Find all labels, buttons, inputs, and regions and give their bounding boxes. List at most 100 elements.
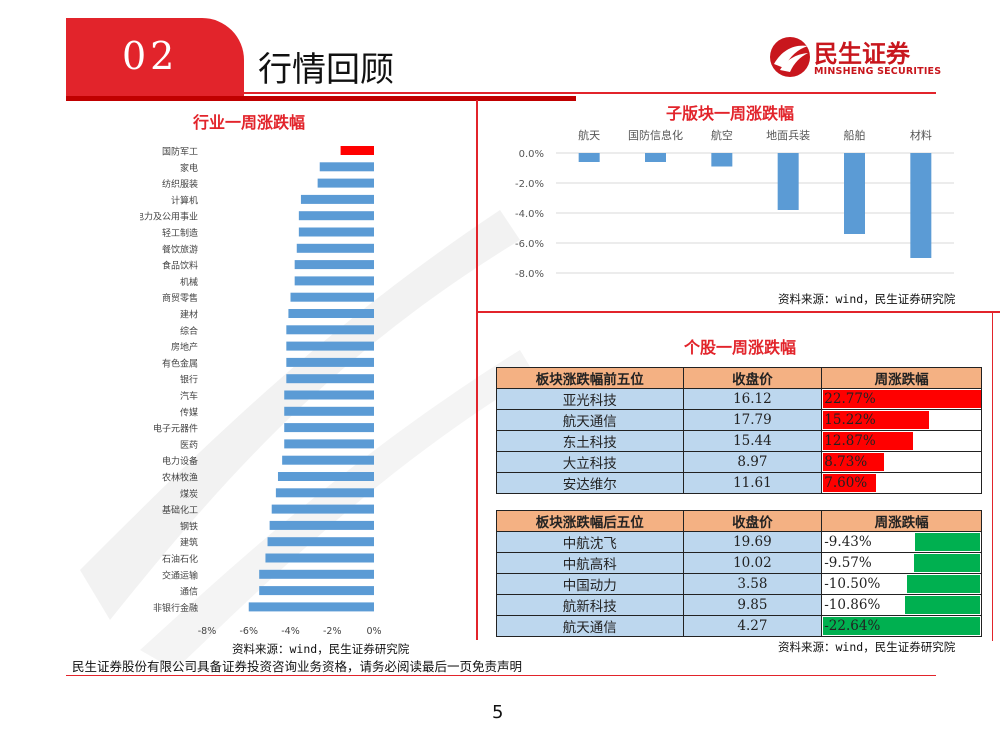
header-cell: 周涨跌幅 bbox=[821, 510, 982, 532]
close-price-cell: 17.79 bbox=[682, 409, 823, 431]
close-price-cell: 19.69 bbox=[682, 531, 823, 553]
top-five-table: 板块涨跌幅前五位 收盘价 周涨跌幅 亚光科技 16.12 22.77% 航天通信 17.… bbox=[496, 367, 982, 494]
subsector-category-label: 国防信息化 bbox=[628, 128, 683, 142]
change-data-bar bbox=[823, 474, 876, 492]
right-edge-line bbox=[992, 311, 993, 641]
industry-bar bbox=[286, 357, 374, 367]
weekly-change-cell: -10.86% bbox=[821, 594, 982, 616]
table-header-row: 板块涨跌幅前五位 收盘价 周涨跌幅 bbox=[496, 367, 982, 389]
industry-bar bbox=[340, 146, 374, 155]
table-row: 航新科技 9.85 -10.86% bbox=[496, 594, 982, 616]
table-row: 航天通信 17.79 15.22% bbox=[496, 409, 982, 431]
weekly-change-cell: 15.22% bbox=[821, 409, 982, 431]
industry-bar bbox=[317, 178, 374, 188]
disclaimer: 民生证券股份有限公司具备证券投资咨询业务资格，请务必阅读最后一页免责声明 bbox=[72, 659, 523, 674]
row-divider bbox=[476, 311, 1000, 313]
subsector-bar bbox=[711, 153, 733, 167]
footer-rule bbox=[66, 675, 936, 676]
change-data-bar bbox=[907, 575, 980, 593]
industry-x-tick: -8% bbox=[198, 626, 217, 637]
subsector-bar bbox=[777, 153, 799, 210]
industry-bar bbox=[290, 292, 374, 302]
industry-category-label: 商贸零售 bbox=[162, 292, 198, 304]
subsector-bar bbox=[645, 153, 666, 162]
industry-bar bbox=[284, 439, 374, 449]
change-data-bar bbox=[914, 533, 980, 551]
weekly-change-cell: 8.73% bbox=[821, 451, 982, 473]
industry-category-label: 纺织服装 bbox=[162, 178, 198, 190]
industry-bar bbox=[275, 488, 374, 498]
industry-category-label: 交通运输 bbox=[162, 569, 198, 581]
industry-bar bbox=[294, 260, 374, 270]
industry-x-tick: -6% bbox=[240, 626, 259, 637]
subsector-y-tick: -8.0% bbox=[515, 269, 544, 280]
industry-bar bbox=[288, 309, 374, 318]
stock-name-cell: 中航高科 bbox=[496, 552, 684, 574]
column-divider bbox=[476, 100, 478, 640]
table-row: 航天通信 4.27 -22.64% bbox=[496, 615, 982, 637]
industry-category-label: 综合 bbox=[180, 325, 198, 337]
change-text: -9.57% bbox=[824, 555, 872, 571]
industry-category-label: 通信 bbox=[180, 586, 198, 598]
industry-bar bbox=[286, 325, 374, 335]
industry-chart-source: 资料来源：wind，民生证券研究院 bbox=[232, 642, 410, 656]
change-text: 8.73% bbox=[824, 454, 868, 470]
section-title: 行情回顾 bbox=[258, 50, 394, 90]
industry-category-label: 电力设备 bbox=[162, 455, 198, 467]
bottom-five-table: 板块涨跌幅后五位 收盘价 周涨跌幅 中航沈飞 19.69 -9.43% 中航高科 10.… bbox=[496, 510, 982, 637]
change-data-bar bbox=[823, 453, 884, 471]
industry-category-label: 银行 bbox=[180, 374, 198, 386]
header-cell: 收盘价 bbox=[682, 367, 823, 389]
stock-name-cell: 大立科技 bbox=[496, 451, 684, 473]
industry-bar bbox=[284, 406, 374, 416]
close-price-cell: 16.12 bbox=[682, 388, 823, 410]
subsector-bar bbox=[844, 153, 865, 234]
industry-category-label: 非银行金融 bbox=[153, 602, 198, 614]
change-data-bar bbox=[823, 432, 913, 450]
change-data-bar bbox=[822, 617, 980, 635]
industry-bar bbox=[286, 374, 374, 384]
industry-category-label: 计算机 bbox=[171, 194, 198, 206]
industry-category-label: 电力及公用事业 bbox=[140, 211, 198, 223]
industry-category-label: 钢铁 bbox=[180, 520, 198, 532]
weekly-change-cell: -9.57% bbox=[821, 552, 982, 574]
subsector-bar bbox=[910, 153, 932, 258]
change-data-bar bbox=[904, 596, 980, 614]
industry-category-label: 食品饮料 bbox=[162, 260, 198, 272]
industry-bar bbox=[300, 194, 374, 204]
change-text: 15.22% bbox=[824, 412, 876, 428]
subsector-category-label: 航天 bbox=[578, 128, 600, 142]
close-price-cell: 15.44 bbox=[682, 430, 823, 452]
industry-category-label: 基础化工 bbox=[162, 504, 198, 516]
industry-category-label: 电子元器件 bbox=[153, 423, 198, 435]
subsector-category-label: 航空 bbox=[711, 128, 733, 142]
industry-bar bbox=[271, 504, 374, 514]
header-cell: 板块涨跌幅前五位 bbox=[496, 367, 684, 389]
industry-x-tick: 0% bbox=[366, 626, 381, 637]
change-text: -9.43% bbox=[824, 534, 872, 550]
close-price-cell: 11.61 bbox=[682, 472, 823, 494]
industry-bar bbox=[294, 276, 374, 286]
table-header-row: 板块涨跌幅后五位 收盘价 周涨跌幅 bbox=[496, 510, 982, 532]
subsector-chart-source: 资料来源：wind，民生证券研究院 bbox=[778, 292, 956, 306]
weekly-change-cell: 12.87% bbox=[821, 430, 982, 452]
close-price-cell: 8.97 bbox=[682, 451, 823, 473]
subsector-category-label: 材料 bbox=[910, 128, 932, 142]
industry-bar bbox=[269, 520, 374, 530]
close-price-cell: 9.85 bbox=[682, 594, 823, 616]
subsector-y-tick: -6.0% bbox=[515, 239, 544, 250]
table-row: 中国动力 3.58 -10.50% bbox=[496, 573, 982, 595]
weekly-change-cell: -9.43% bbox=[821, 531, 982, 553]
industry-category-label: 建材 bbox=[180, 309, 198, 321]
weekly-change-cell: -10.50% bbox=[821, 573, 982, 595]
industry-category-label: 石油石化 bbox=[162, 553, 198, 565]
header-cell: 收盘价 bbox=[682, 510, 823, 532]
stock-name-cell: 中航沈飞 bbox=[496, 531, 684, 553]
close-price-cell: 10.02 bbox=[682, 552, 823, 574]
industry-bar-chart: 国防军工家电纺织服装计算机电力及公用事业轻工制造餐饮旅游食品饮料机械商贸零售建材… bbox=[140, 146, 382, 638]
industry-bar bbox=[259, 569, 374, 579]
weekly-change-cell: -22.64% bbox=[821, 615, 982, 637]
industry-bar bbox=[259, 586, 374, 596]
stock-name-cell: 航新科技 bbox=[496, 594, 684, 616]
page-number: 5 bbox=[492, 702, 504, 723]
